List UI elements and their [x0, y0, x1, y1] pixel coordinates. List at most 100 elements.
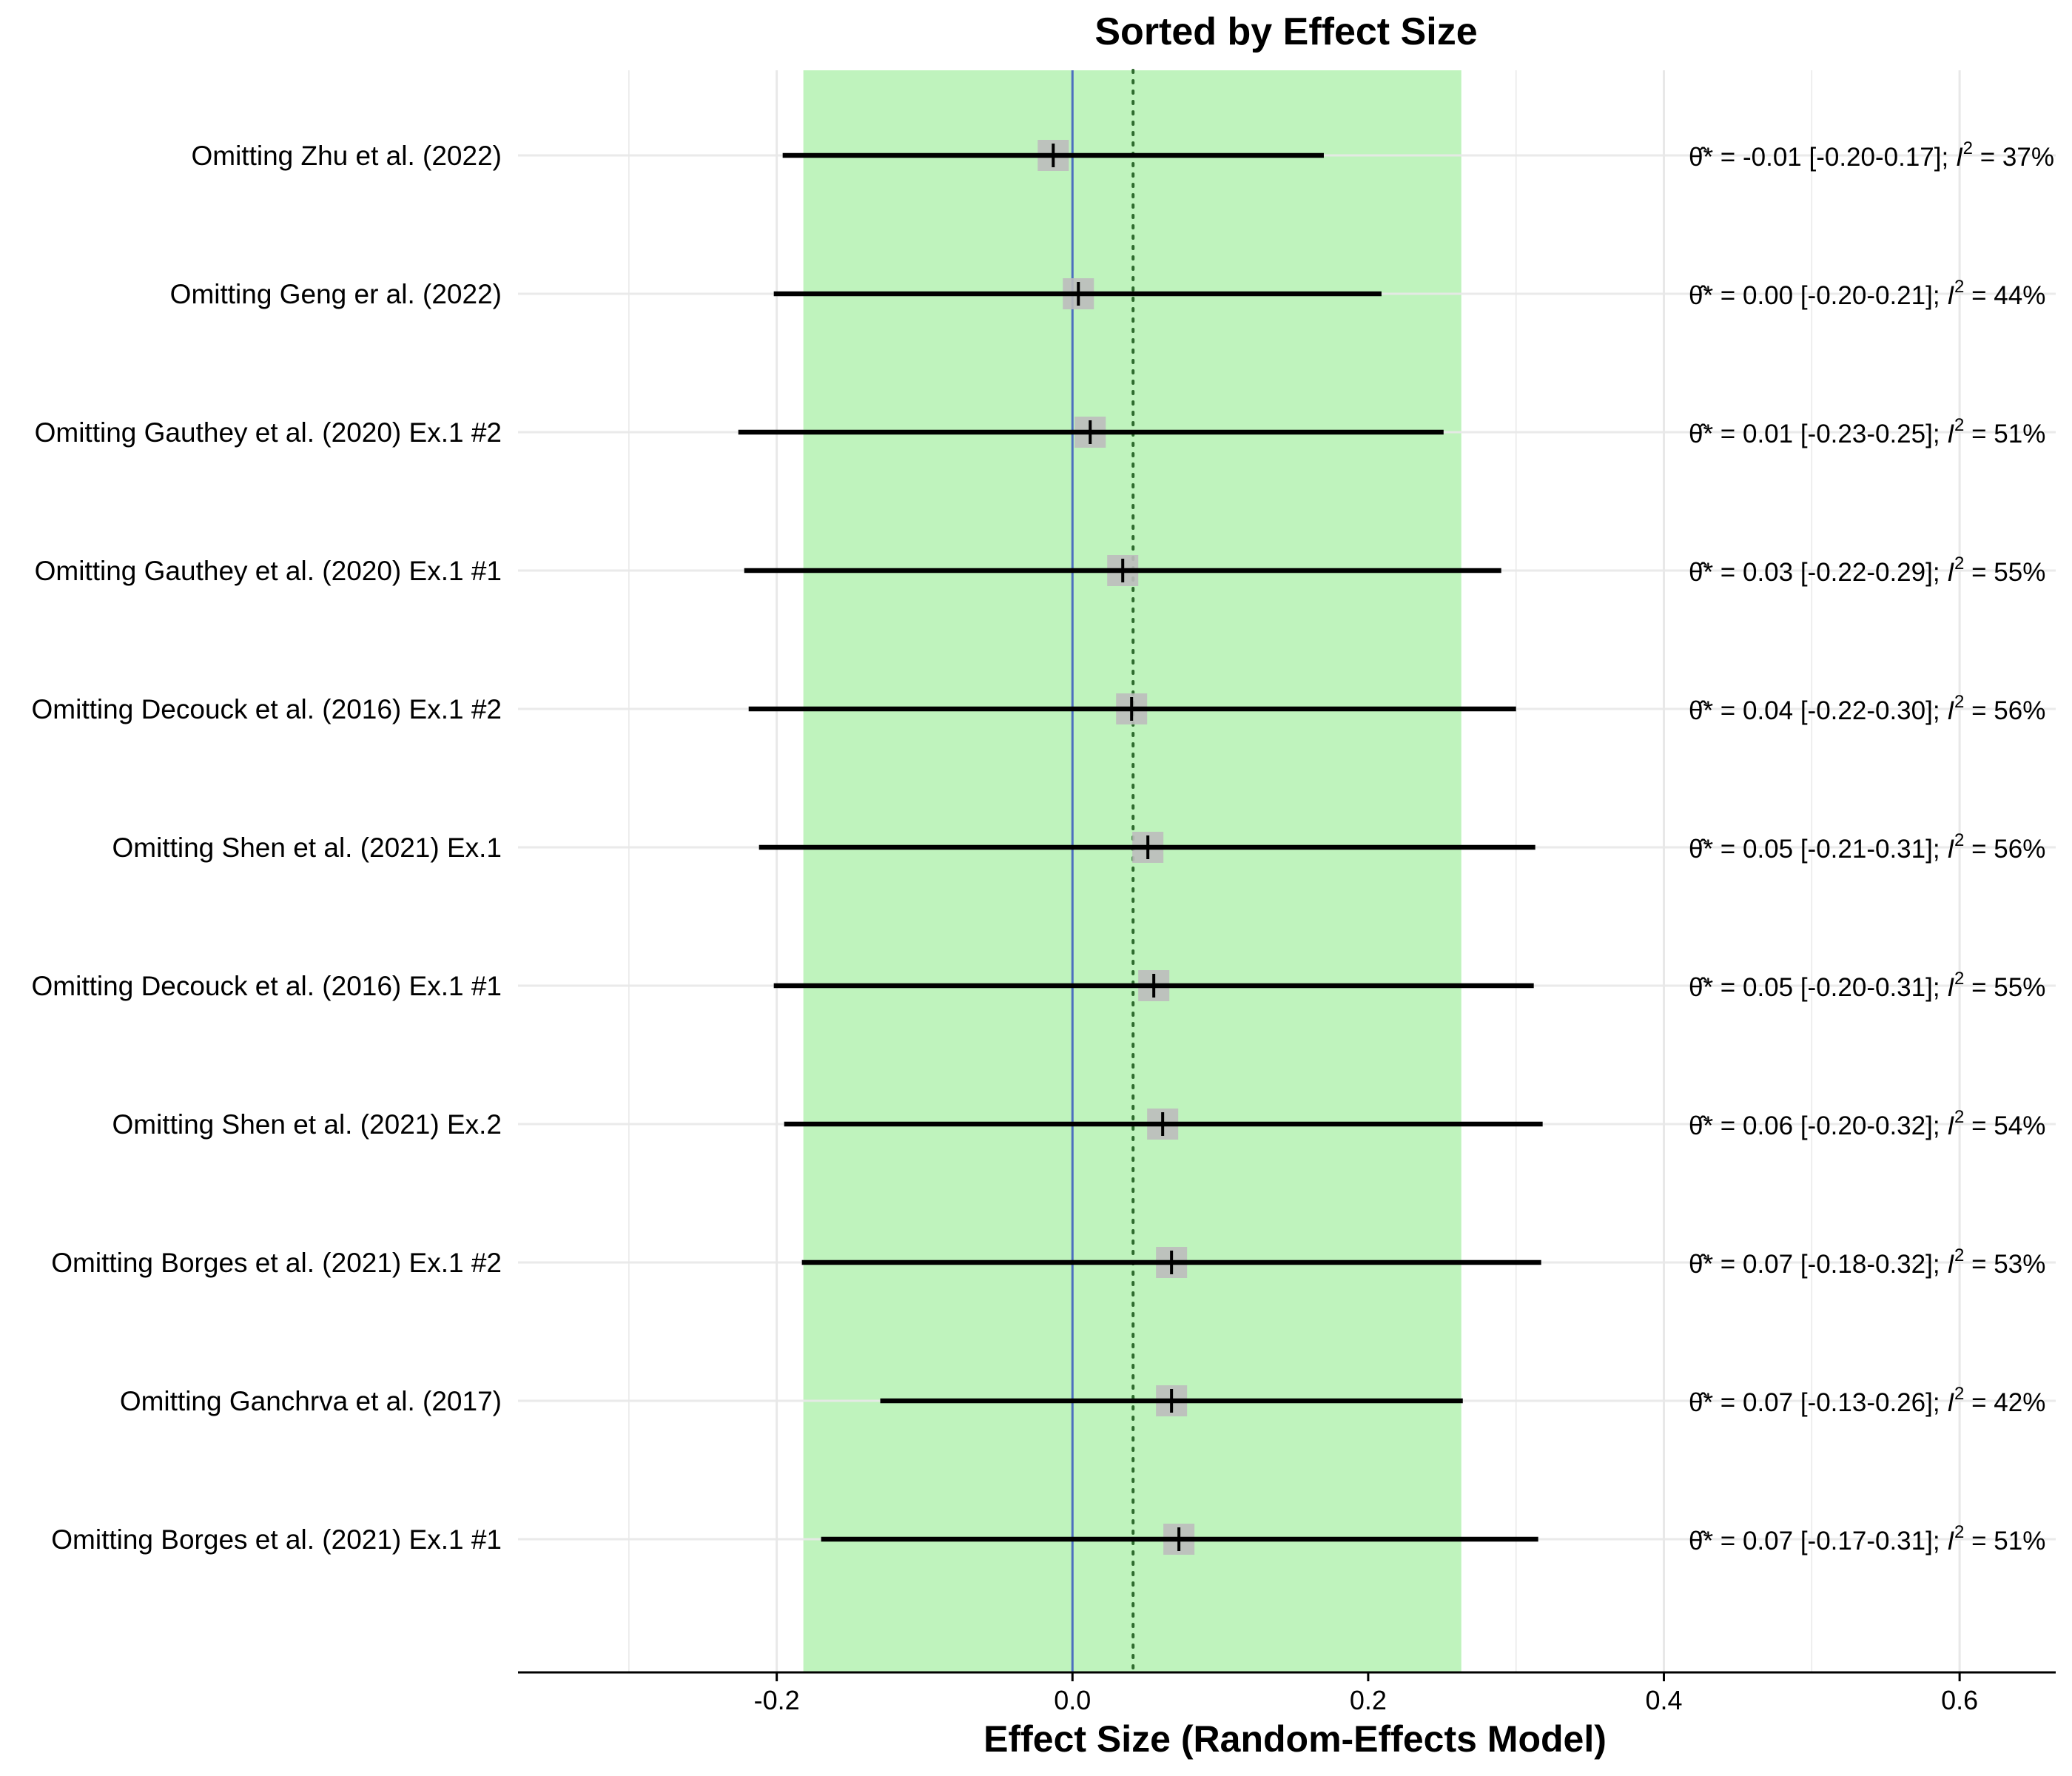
estimate-value: 0.07 [-0.18-0.32]; [1743, 1250, 1947, 1279]
i2-value: = 51% [1964, 1527, 2045, 1555]
row-label: Omitting Gauthey et al. (2020) Ex.1 #2 [35, 417, 502, 448]
row-label: Omitting Borges et al. (2021) Ex.1 #2 [51, 1248, 502, 1278]
i2-value: = 55% [1964, 558, 2045, 587]
study-row: Omitting Shen et al. (2021) Ex.2 θ̂* = 0.… [112, 1107, 2046, 1140]
i2-value: = 37% [1973, 143, 2054, 172]
row-annotation: θ̂* = -0.01 [-0.20-0.17]; I2 = 37% [1689, 138, 2054, 172]
theta-symbol: θ̂* = [1689, 1111, 1743, 1140]
i2-exponent: 2 [1954, 830, 1964, 850]
estimate-value: 0.06 [-0.20-0.32]; [1743, 1111, 1947, 1140]
theta-symbol: θ̂* = [1689, 835, 1743, 864]
i2-symbol: I [1947, 1388, 1954, 1417]
i2-symbol: I [1947, 281, 1954, 310]
i2-value: = 56% [1964, 835, 2045, 864]
x-axis-label: Effect Size (Random-Effects Model) [983, 1718, 1607, 1760]
theta-symbol: θ̂* = [1689, 696, 1743, 725]
x-tick-label: 0.2 [1350, 1685, 1387, 1715]
i2-exponent: 2 [1954, 1245, 1964, 1265]
estimate-value: 0.07 [-0.17-0.31]; [1743, 1527, 1947, 1555]
study-row: Omitting Ganchrva et al. (2017) θ̂* = 0.0… [120, 1384, 2046, 1417]
estimate-value: 0.07 [-0.13-0.26]; [1743, 1388, 1947, 1417]
row-label: Omitting Zhu et al. (2022) [191, 141, 502, 171]
i2-exponent: 2 [1954, 277, 1964, 297]
i2-value: = 51% [1964, 420, 2045, 448]
x-tick-label: 0.6 [1941, 1685, 1978, 1715]
i2-symbol: I [1956, 143, 1963, 172]
i2-value: = 56% [1964, 696, 2045, 725]
estimate-value: 0.03 [-0.22-0.29]; [1743, 558, 1947, 587]
i2-exponent: 2 [1954, 1107, 1964, 1127]
i2-symbol: I [1947, 835, 1954, 864]
study-row: Omitting Gauthey et al. (2020) Ex.1 #2 θ̂… [35, 415, 2046, 448]
row-annotation: θ̂* = 0.07 [-0.18-0.32]; I2 = 53% [1689, 1245, 2045, 1279]
row-annotation: θ̂* = 0.00 [-0.20-0.21]; I2 = 44% [1689, 277, 2045, 310]
row-label: Omitting Borges et al. (2021) Ex.1 #1 [51, 1524, 502, 1555]
i2-value: = 42% [1964, 1388, 2045, 1417]
chart-title: Sorted by Effect Size [1094, 10, 1477, 53]
i2-symbol: I [1947, 1527, 1954, 1555]
row-annotation: θ̂* = 0.06 [-0.20-0.32]; I2 = 54% [1689, 1107, 2045, 1140]
study-row: Omitting Borges et al. (2021) Ex.1 #1 θ̂*… [51, 1522, 2045, 1555]
theta-symbol: θ̂* = [1689, 558, 1743, 587]
estimate-value: -0.01 [-0.20-0.17]; [1743, 143, 1956, 172]
row-label: Omitting Decouck et al. (2016) Ex.1 #1 [32, 971, 502, 1001]
i2-exponent: 2 [1954, 692, 1964, 712]
row-label: Omitting Decouck et al. (2016) Ex.1 #2 [32, 694, 502, 724]
row-label: Omitting Shen et al. (2021) Ex.2 [112, 1109, 502, 1140]
i2-exponent: 2 [1954, 554, 1964, 574]
theta-symbol: θ̂* = [1689, 420, 1743, 448]
theta-symbol: θ̂* = [1689, 1250, 1743, 1279]
i2-symbol: I [1947, 973, 1954, 1002]
i2-symbol: I [1947, 558, 1954, 587]
theta-symbol: θ̂* = [1689, 143, 1743, 172]
theta-symbol: θ̂* = [1689, 1527, 1743, 1555]
i2-exponent: 2 [1963, 138, 1973, 158]
row-annotation: θ̂* = 0.07 [-0.17-0.31]; I2 = 51% [1689, 1522, 2045, 1555]
i2-exponent: 2 [1954, 1522, 1964, 1542]
i2-symbol: I [1947, 420, 1954, 448]
study-row: Omitting Zhu et al. (2022) θ̂* = -0.01 [-… [191, 138, 2054, 172]
estimate-value: 0.00 [-0.20-0.21]; [1743, 281, 1947, 310]
estimate-value: 0.04 [-0.22-0.30]; [1743, 696, 1947, 725]
i2-exponent: 2 [1954, 415, 1964, 435]
row-label: Omitting Gauthey et al. (2020) Ex.1 #1 [35, 556, 502, 586]
x-tick-label: 0.0 [1054, 1685, 1091, 1715]
estimate-value: 0.05 [-0.20-0.31]; [1743, 973, 1947, 1002]
x-tick-label: -0.2 [754, 1685, 800, 1715]
i2-symbol: I [1947, 1111, 1954, 1140]
rows-layer: Omitting Zhu et al. (2022) θ̂* = -0.01 [-… [32, 138, 2054, 1555]
row-annotation: θ̂* = 0.01 [-0.23-0.25]; I2 = 51% [1689, 415, 2045, 448]
row-label: Omitting Ganchrva et al. (2017) [120, 1386, 502, 1416]
i2-value: = 55% [1964, 973, 2045, 1002]
row-annotation: θ̂* = 0.05 [-0.20-0.31]; I2 = 55% [1689, 969, 2045, 1002]
study-row: Omitting Decouck et al. (2016) Ex.1 #1 θ̂… [32, 969, 2046, 1002]
i2-value: = 44% [1964, 281, 2045, 310]
estimate-value: 0.01 [-0.23-0.25]; [1743, 420, 1947, 448]
theta-symbol: θ̂* = [1689, 973, 1743, 1002]
x-tick-label: 0.4 [1645, 1685, 1682, 1715]
row-annotation: θ̂* = 0.04 [-0.22-0.30]; I2 = 56% [1689, 692, 2045, 725]
study-row: Omitting Shen et al. (2021) Ex.1 θ̂* = 0.… [112, 830, 2046, 864]
i2-symbol: I [1947, 696, 1954, 725]
row-label: Omitting Geng er al. (2022) [170, 279, 502, 309]
study-row: Omitting Borges et al. (2021) Ex.1 #2 θ̂*… [51, 1245, 2045, 1279]
theta-symbol: θ̂* = [1689, 281, 1743, 310]
i2-symbol: I [1947, 1250, 1954, 1279]
row-annotation: θ̂* = 0.07 [-0.13-0.26]; I2 = 42% [1689, 1384, 2045, 1417]
theta-symbol: θ̂* = [1689, 1388, 1743, 1417]
x-axis: -0.2 0.0 0.2 0.4 0.6 [518, 1671, 2056, 1715]
row-annotation: θ̂* = 0.03 [-0.22-0.29]; I2 = 55% [1689, 554, 2045, 587]
study-row: Omitting Decouck et al. (2016) Ex.1 #2 θ̂… [32, 692, 2046, 725]
study-row: Omitting Gauthey et al. (2020) Ex.1 #1 θ̂… [35, 554, 2046, 587]
i2-exponent: 2 [1954, 1384, 1964, 1404]
row-annotation: θ̂* = 0.05 [-0.21-0.31]; I2 = 56% [1689, 830, 2045, 864]
row-label: Omitting Shen et al. (2021) Ex.1 [112, 832, 502, 863]
i2-exponent: 2 [1954, 969, 1964, 989]
estimate-value: 0.05 [-0.21-0.31]; [1743, 835, 1947, 864]
i2-value: = 53% [1964, 1250, 2045, 1279]
i2-value: = 54% [1964, 1111, 2045, 1140]
study-row: Omitting Geng er al. (2022) θ̂* = 0.00 [-… [170, 277, 2046, 310]
reference-lines-layer [1071, 69, 1135, 1674]
